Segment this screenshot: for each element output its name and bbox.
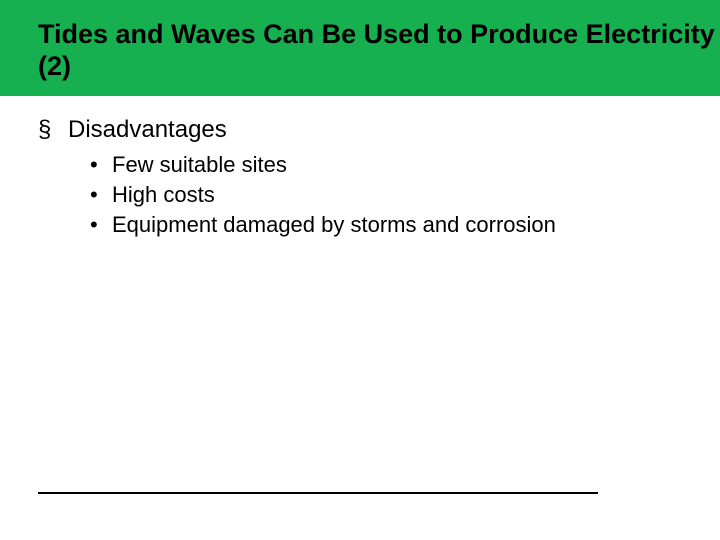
slide: Tides and Waves Can Be Used to Produce E… xyxy=(0,0,720,540)
section-heading: Disadvantages xyxy=(68,116,227,143)
list-item-text: High costs xyxy=(112,182,215,207)
slide-title: Tides and Waves Can Be Used to Produce E… xyxy=(38,18,720,83)
list-item-text: Equipment damaged by storms and corrosio… xyxy=(112,212,556,237)
list-item: Equipment damaged by storms and corrosio… xyxy=(68,212,678,238)
list-item-text: Few suitable sites xyxy=(112,152,287,177)
title-bar: Tides and Waves Can Be Used to Produce E… xyxy=(0,0,720,96)
level2-list: Few suitable sites High costs Equipment … xyxy=(68,152,678,238)
list-item: High costs xyxy=(68,182,678,208)
list-item: Few suitable sites xyxy=(68,152,678,178)
content-area: Disadvantages Few suitable sites High co… xyxy=(38,116,678,244)
section-heading-item: Disadvantages Few suitable sites High co… xyxy=(38,116,678,238)
footer-divider xyxy=(38,492,598,494)
level1-list: Disadvantages Few suitable sites High co… xyxy=(38,116,678,238)
